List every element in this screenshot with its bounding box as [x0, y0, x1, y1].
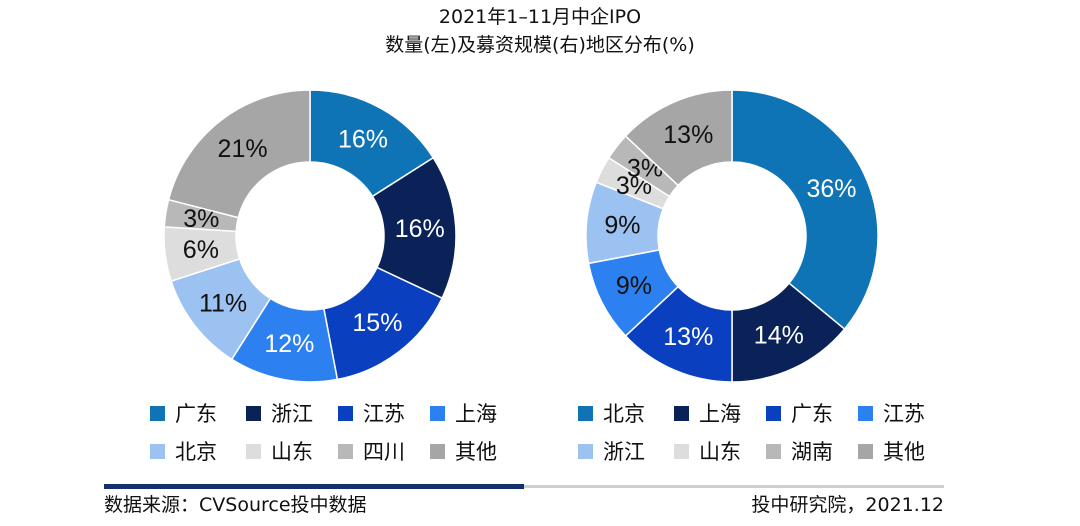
legend-0-label-2: 江苏 [363, 402, 405, 426]
donut-0-label-3: 12% [264, 330, 314, 358]
legend-0-label-7: 其他 [455, 440, 497, 464]
legend-0-item-0: 广东 [150, 398, 217, 428]
legend-1-swatch-7 [858, 443, 873, 459]
legend-0-swatch-3 [430, 405, 445, 421]
donut-0-label-1: 16% [395, 215, 445, 243]
donut-chart-ipo-count: 16%16%15%12%11%6%3%21% [163, 89, 457, 383]
donut-1-slice-0 [731, 89, 879, 331]
legend-1-item-0: 北京 [578, 398, 645, 428]
legend-0-item-4: 北京 [150, 436, 217, 466]
donut-0-label-4: 11% [199, 289, 247, 317]
legend-0-label-3: 上海 [455, 402, 497, 426]
legend-0-swatch-4 [150, 443, 165, 459]
donut-1-label-1: 14% [754, 322, 804, 350]
data-source-note: 数据来源：CVSource投中数据 [104, 494, 367, 516]
legend-1-item-4: 浙江 [578, 436, 645, 466]
donut-1-label-3: 9% [616, 272, 652, 300]
legend-1-item-7: 其他 [858, 436, 925, 466]
legend-1-swatch-3 [858, 405, 873, 421]
legend-0-item-6: 四川 [338, 436, 405, 466]
legend-0-swatch-7 [430, 443, 445, 459]
legend-1-swatch-0 [578, 405, 593, 421]
legend-1-swatch-4 [578, 443, 593, 459]
legend-1-swatch-5 [674, 443, 689, 459]
legend-0-swatch-6 [338, 443, 353, 459]
legend-0-item-5: 山东 [246, 436, 313, 466]
legend-1-label-6: 湖南 [791, 440, 833, 464]
legend-0-swatch-2 [338, 405, 353, 421]
legend-1-item-1: 上海 [674, 398, 741, 428]
publisher-credit: 投中研究院，2021.12 [751, 494, 944, 516]
donut-0-label-7: 21% [218, 135, 268, 163]
legend-1-item-3: 江苏 [858, 398, 925, 428]
legend-1-item-6: 湖南 [766, 436, 833, 466]
donut-1-label-7: 13% [663, 121, 713, 149]
legend-0-label-0: 广东 [175, 402, 217, 426]
donut-1-slice-7 [624, 89, 733, 187]
legend-1-label-5: 山东 [699, 440, 741, 464]
legend-1-label-3: 江苏 [883, 402, 925, 426]
legend-0-label-1: 浙江 [271, 402, 313, 426]
legend-0-label-6: 四川 [363, 440, 405, 464]
legend-0-item-3: 上海 [430, 398, 497, 428]
legend-0-label-5: 山东 [271, 440, 313, 464]
donut-0-label-2: 15% [352, 309, 402, 337]
legend-0-swatch-0 [150, 405, 165, 421]
legend-1-label-0: 北京 [603, 402, 645, 426]
legend-1-item-5: 山东 [674, 436, 741, 466]
legend-1-label-4: 浙江 [603, 440, 645, 464]
donut-0-slice-7 [167, 89, 311, 219]
legend-1-label-7: 其他 [883, 440, 925, 464]
legend-0-swatch-1 [246, 405, 261, 421]
donut-0-label-0: 16% [338, 126, 388, 154]
legend-0-item-7: 其他 [430, 436, 497, 466]
legend-1-label-1: 上海 [699, 402, 741, 426]
donut-0-label-5: 6% [183, 236, 219, 264]
donut-1-label-2: 13% [663, 323, 713, 351]
legend-1-swatch-2 [766, 405, 781, 421]
legend-0-item-1: 浙江 [246, 398, 313, 428]
legend-1-item-2: 广东 [766, 398, 833, 428]
legend-1-label-2: 广东 [791, 402, 833, 426]
chart-title: 2021年1–11月中企IPO [438, 6, 642, 28]
footer-rule-light [524, 485, 944, 488]
donut-1-label-0: 36% [807, 175, 857, 203]
legend-0-label-4: 北京 [175, 440, 217, 464]
donut-1-label-4: 9% [604, 212, 640, 240]
legend-1-swatch-1 [674, 405, 689, 421]
legend-1-swatch-6 [766, 443, 781, 459]
chart-subtitle: 数量(左)及募资规模(右)地区分布(%) [385, 34, 695, 56]
legend-0-swatch-5 [246, 443, 261, 459]
legend-0-item-2: 江苏 [338, 398, 405, 428]
footer-rule-dark [104, 484, 524, 489]
donut-chart-ipo-funding: 36%14%13%9%9%3%3%13% [585, 89, 879, 383]
